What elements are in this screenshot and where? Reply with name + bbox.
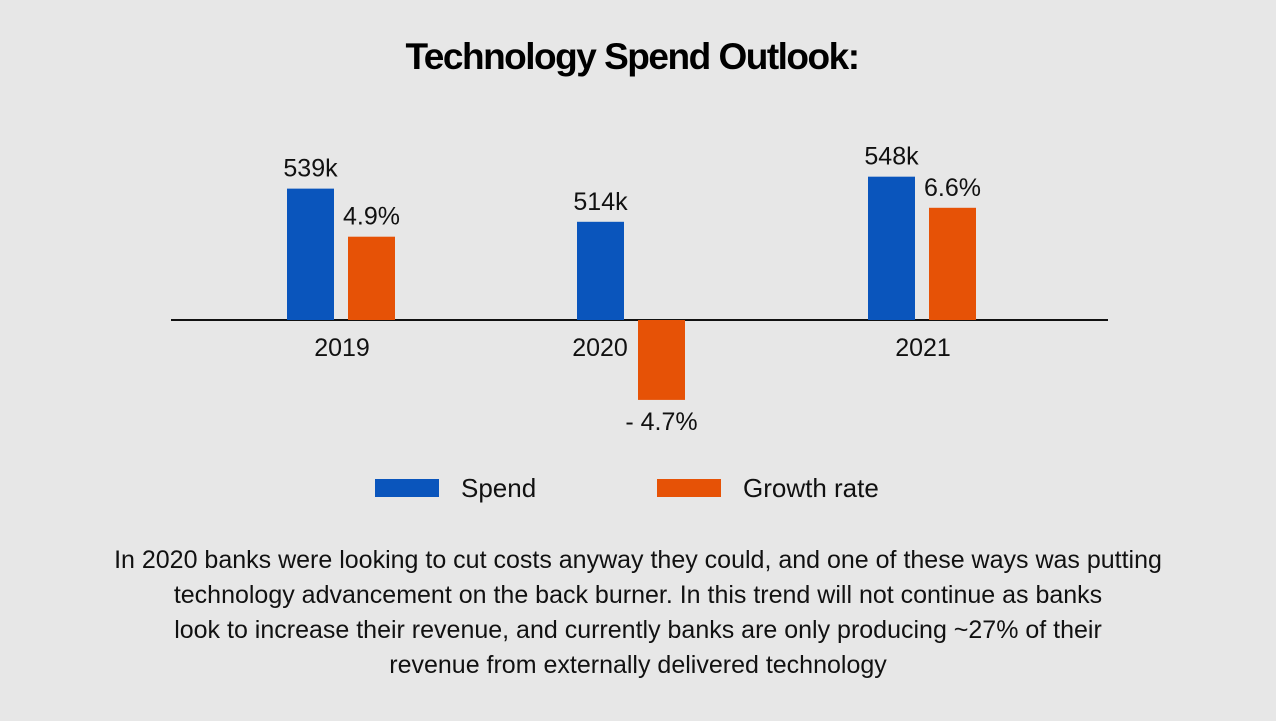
data-label-growth-rate-2020: - 4.7%: [625, 408, 697, 436]
legend-swatch-spend: [375, 479, 439, 497]
chart-title: Technology Spend Outlook:: [405, 36, 860, 77]
bar-spend-2019: [287, 188, 334, 320]
caption-line: revenue from externally delivered techno…: [389, 651, 887, 679]
data-label-spend-2020: 514k: [573, 188, 628, 216]
bar-growth-rate-2019: [348, 236, 395, 320]
bar-growth-rate-2021: [929, 207, 976, 320]
caption-line: look to increase their revenue, and curr…: [174, 616, 1102, 644]
legend-item-growth-rate: Growth rate: [657, 470, 879, 506]
legend-swatch-growth-rate: [657, 479, 721, 497]
x-tick-label-2019: 2019: [314, 334, 370, 362]
data-label-growth-rate-2021: 6.6%: [924, 174, 981, 202]
bar-growth-rate-2020: [638, 320, 685, 400]
data-label-spend-2021: 548k: [864, 143, 919, 171]
legend-label-spend: Spend: [461, 472, 537, 503]
x-tick-label-2021: 2021: [895, 334, 951, 362]
bar-spend-2020: [577, 221, 624, 320]
caption-line: technology advancement on the back burne…: [173, 581, 1103, 609]
bar-spend-2021: [868, 176, 915, 320]
legend-label-growth-rate: Growth rate: [743, 472, 879, 503]
caption-line: In 2020 banks were looking to cut costs …: [114, 546, 1162, 574]
chart-caption: In 2020 banks were looking to cut costs …: [40, 543, 1236, 683]
x-tick-label-2020: 2020: [572, 334, 628, 362]
legend-item-spend: Spend: [375, 470, 536, 506]
data-label-growth-rate-2019: 4.9%: [343, 203, 400, 231]
chart-legend: Spend Growth rate: [0, 470, 1276, 506]
data-label-spend-2019: 539k: [283, 155, 338, 183]
